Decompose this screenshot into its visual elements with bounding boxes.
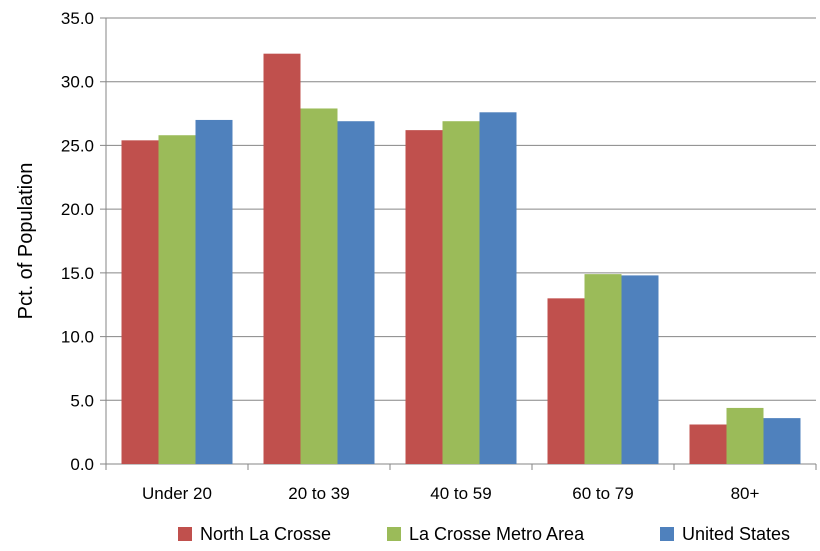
bar-north-la-crosse [405,130,443,464]
bars [121,53,801,465]
bar-united-states [479,112,517,464]
bar-la-crosse-metro-area [584,274,622,464]
bar-united-states [621,275,659,464]
bar-la-crosse-metro-area [726,407,764,464]
x-category-label: 80+ [731,484,760,503]
bar-la-crosse-metro-area [300,108,338,464]
bar-united-states [337,121,375,465]
bar-united-states [195,119,233,464]
bar-north-la-crosse [263,53,301,465]
bar-north-la-crosse [547,298,585,464]
y-tick-label: 25.0 [61,136,94,155]
y-tick-label: 35.0 [61,9,94,28]
x-category-label: 20 to 39 [288,484,349,503]
bar-la-crosse-metro-area [158,135,196,464]
legend-swatch [387,527,401,541]
x-category-labels: Under 20 20 to 39 40 to 59 60 to 79 80+ [142,484,759,503]
axes [105,18,817,470]
bar-north-la-crosse [689,424,727,464]
y-tick-label: 30.0 [61,73,94,92]
legend-label: La Crosse Metro Area [409,524,585,544]
bar-united-states [763,418,801,464]
y-tick-label: 20.0 [61,200,94,219]
x-category-label: 60 to 79 [572,484,633,503]
bar-north-la-crosse [121,140,159,464]
legend-swatch [178,527,192,541]
y-tick-label: 15.0 [61,264,94,283]
y-tick-label: 10.0 [61,328,94,347]
y-tick-labels: 0.0 5.0 10.0 15.0 20.0 25.0 30.0 35.0 [61,9,94,474]
x-category-label: Under 20 [142,484,212,503]
x-category-label: 40 to 59 [430,484,491,503]
y-tick-label: 0.0 [70,455,94,474]
legend-label: North La Crosse [200,524,331,544]
legend-swatch [660,527,674,541]
legend: North La Crosse La Crosse Metro Area Unite… [178,524,790,544]
y-tick-label: 5.0 [70,391,94,410]
bar-la-crosse-metro-area [442,121,480,465]
legend-label: United States [682,524,790,544]
y-axis-title: Pct. of Population [15,163,37,320]
